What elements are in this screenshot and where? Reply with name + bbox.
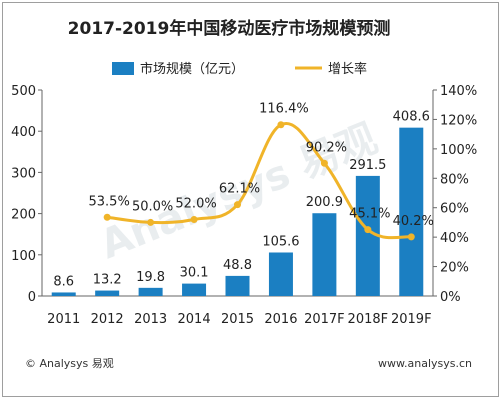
bar-value-label: 48.8 xyxy=(223,258,252,273)
growth-rate-label: 45.1% xyxy=(349,207,390,222)
x-axis-tick-label: 2015 xyxy=(221,312,254,327)
bar xyxy=(399,127,424,296)
x-axis-tick-label: 2016 xyxy=(264,312,297,327)
legend-line-label: 增长率 xyxy=(328,61,367,77)
growth-rate-point xyxy=(407,233,415,241)
left-axis-tick-label: 100 xyxy=(11,249,36,264)
left-axis-tick-label: 300 xyxy=(11,166,36,181)
bar xyxy=(225,275,250,296)
footer-source: © Analysys 易观 xyxy=(25,357,114,370)
growth-rate-label: 40.2% xyxy=(393,214,434,229)
bar-value-label: 291.5 xyxy=(349,158,386,173)
bar xyxy=(51,292,76,296)
footer-url: www.analysys.cn xyxy=(378,357,472,370)
growth-rate-point xyxy=(234,201,241,209)
right-axis-tick-label: 80% xyxy=(440,172,469,187)
right-axis-tick-label: 40% xyxy=(440,231,469,246)
bar-value-label: 19.8 xyxy=(136,270,165,285)
left-axis-tick-label: 400 xyxy=(11,125,36,140)
growth-rate-label: 53.5% xyxy=(89,194,130,209)
x-axis-tick-label: 2017F xyxy=(304,312,345,327)
growth-rate-point xyxy=(103,213,111,221)
right-axis-tick-label: 140% xyxy=(440,84,477,99)
bar xyxy=(182,283,207,296)
growth-rate-point xyxy=(364,226,372,234)
growth-rate-line xyxy=(106,121,412,240)
left-axis-tick-label: 500 xyxy=(11,84,36,99)
left-axis-tick-label: 200 xyxy=(11,208,36,223)
growth-rate-label: 50.0% xyxy=(132,199,173,214)
bar-value-label: 408.6 xyxy=(393,110,430,125)
x-axis-tick-label: 2012 xyxy=(91,312,124,327)
bar-value-label: 105.6 xyxy=(262,234,299,249)
right-axis-tick-label: 60% xyxy=(440,202,469,217)
right-axis-tick-label: 0% xyxy=(440,290,461,305)
right-axis-tick-label: 120% xyxy=(440,113,477,128)
right-axis-tick-label: 100% xyxy=(440,143,477,158)
growth-rate-label: 52.0% xyxy=(175,196,216,211)
growth-rate-point xyxy=(320,159,328,167)
bar-value-label: 200.9 xyxy=(306,195,343,210)
chart-title: 2017-2019年中国移动医疗市场规模预测 xyxy=(68,18,391,39)
growth-rate-label: 90.2% xyxy=(306,140,347,155)
growth-rate-label: 62.1% xyxy=(219,182,260,197)
bar xyxy=(268,252,293,296)
growth-rate-label: 116.4% xyxy=(259,102,309,117)
x-axis-tick-label: 2011 xyxy=(47,312,80,327)
left-axis-tick-label: 0 xyxy=(28,290,36,305)
legend-bar-label: 市场规模（亿元） xyxy=(140,61,244,77)
x-axis-tick-label: 2018F xyxy=(348,312,389,327)
x-axis-tick-label: 2014 xyxy=(178,312,211,327)
bar-value-label: 30.1 xyxy=(180,266,209,281)
growth-rate-point xyxy=(147,218,155,226)
bar xyxy=(95,290,120,296)
bar-value-label: 8.6 xyxy=(53,274,74,289)
bar xyxy=(312,213,337,296)
growth-rate-point xyxy=(190,215,198,223)
bar-value-label: 13.2 xyxy=(93,273,122,288)
growth-rate-point xyxy=(277,121,285,129)
legend-bar-swatch xyxy=(112,62,134,75)
x-axis-tick-label: 2019F xyxy=(391,312,432,327)
bar xyxy=(138,287,163,296)
x-axis-tick-label: 2013 xyxy=(134,312,167,327)
right-axis-tick-label: 20% xyxy=(440,261,469,276)
